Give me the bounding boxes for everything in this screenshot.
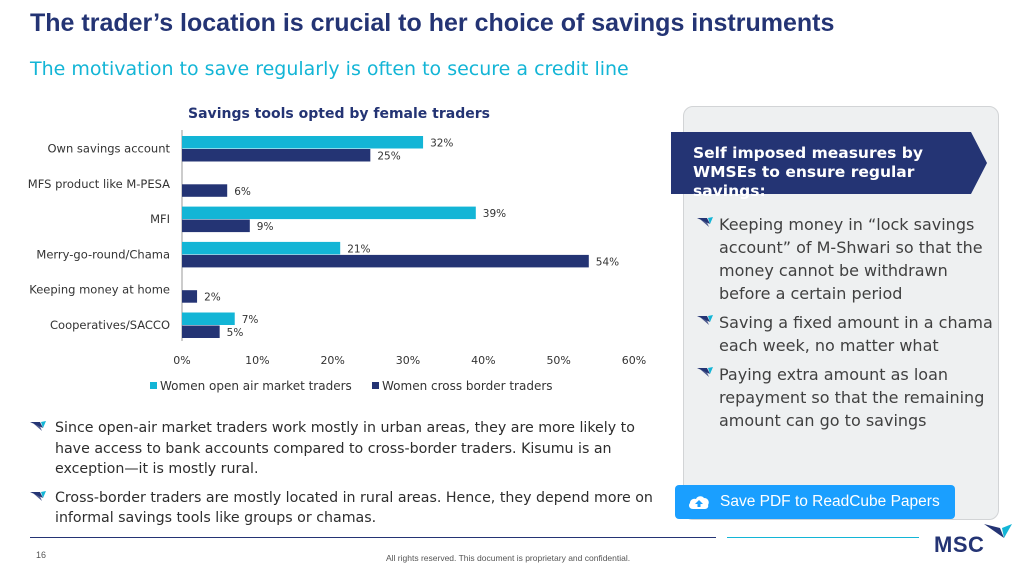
measure-item: Saving a fixed amount in a chama each we… [697, 311, 997, 357]
x-tick-label: 40% [471, 354, 495, 367]
bullet-arrow-icon [697, 367, 713, 377]
measure-text: Paying extra amount as loan repayment so… [719, 365, 985, 430]
finding-text: Cross-border traders are mostly located … [55, 489, 653, 527]
measure-item: Keeping money in “lock savings account” … [697, 213, 997, 305]
data-label: 54% [596, 256, 619, 268]
legend-label: Women cross border traders [382, 379, 553, 393]
page-number: 16 [36, 550, 47, 560]
x-tick-label: 30% [396, 354, 420, 367]
measure-item: Paying extra amount as loan repayment so… [697, 363, 997, 432]
measures-heading: Self imposed measures by WMSEs to ensure… [693, 144, 923, 200]
data-label: 5% [227, 327, 244, 339]
copyright-notice: All rights reserved. This document is pr… [386, 553, 631, 563]
data-label: 7% [242, 314, 259, 326]
bar-cross-border [182, 184, 228, 197]
footer-divider [30, 537, 716, 538]
bullet-arrow-icon [697, 315, 713, 325]
measures-list: Keeping money in “lock savings account” … [697, 213, 997, 438]
page-subtitle: The motivation to save regularly is ofte… [30, 58, 629, 80]
cloud-upload-icon [689, 496, 709, 509]
bullet-arrow-icon [697, 217, 713, 227]
x-tick-label: 50% [546, 354, 570, 367]
bar-cross-border [182, 290, 198, 303]
data-label: 25% [377, 151, 400, 163]
findings-list: Since open-air market traders work mostl… [30, 418, 670, 537]
logo-text: MSC [934, 532, 985, 557]
bar-cross-border [182, 325, 220, 338]
legend-swatch [150, 382, 157, 389]
logo-swoosh-icon [984, 524, 1012, 538]
msc-logo: MSC [934, 522, 1014, 558]
legend-label: Women open air market traders [160, 379, 352, 393]
x-tick-label: 60% [622, 354, 646, 367]
data-label: 21% [347, 243, 370, 255]
bullet-arrow-icon [30, 490, 46, 501]
banner-shape [671, 132, 987, 194]
measure-text: Saving a fixed amount in a chama each we… [719, 313, 993, 355]
bar-open-air [182, 312, 235, 325]
data-label: 39% [483, 208, 506, 220]
bar-open-air [182, 206, 476, 220]
category-label: Own savings account [48, 142, 171, 156]
category-label: MFS product like M-PESA [28, 177, 170, 191]
measures-banner: Self imposed measures by WMSEs to ensure… [671, 132, 987, 200]
data-label: 32% [430, 138, 453, 150]
save-pdf-button[interactable]: Save PDF to ReadCube Papers [675, 485, 955, 519]
data-label: 2% [204, 292, 221, 304]
bar-cross-border [182, 149, 371, 162]
category-label: Keeping money at home [29, 283, 170, 297]
category-label: Cooperatives/SACCO [50, 318, 170, 332]
measure-text: Keeping money in “lock savings account” … [719, 215, 983, 303]
chart-title: Savings tools opted by female traders [188, 106, 490, 122]
bar-cross-border [182, 254, 589, 268]
x-tick-label: 0% [173, 354, 190, 367]
bar-open-air [182, 241, 341, 255]
bullet-arrow-icon [30, 421, 46, 431]
x-tick-label: 20% [320, 354, 344, 367]
bar-open-air [182, 136, 424, 149]
legend-swatch [372, 382, 379, 389]
category-label: MFI [150, 212, 170, 226]
footer-divider-accent [727, 537, 919, 538]
savings-tools-chart: Savings tools opted by female traders Own… [28, 106, 646, 393]
finding-text: Since open-air market traders work mostl… [55, 420, 635, 477]
bar-cross-border [182, 219, 250, 233]
data-label: 6% [234, 186, 251, 198]
data-label: 9% [257, 221, 274, 233]
save-pdf-label: Save PDF to ReadCube Papers [720, 493, 940, 510]
finding-item: Cross-border traders are mostly located … [30, 488, 670, 529]
x-tick-label: 10% [245, 354, 269, 367]
page-title: The trader’s location is crucial to her … [30, 9, 835, 37]
category-label: Merry-go-round/Chama [36, 247, 170, 261]
finding-item: Since open-air market traders work mostl… [30, 418, 670, 480]
